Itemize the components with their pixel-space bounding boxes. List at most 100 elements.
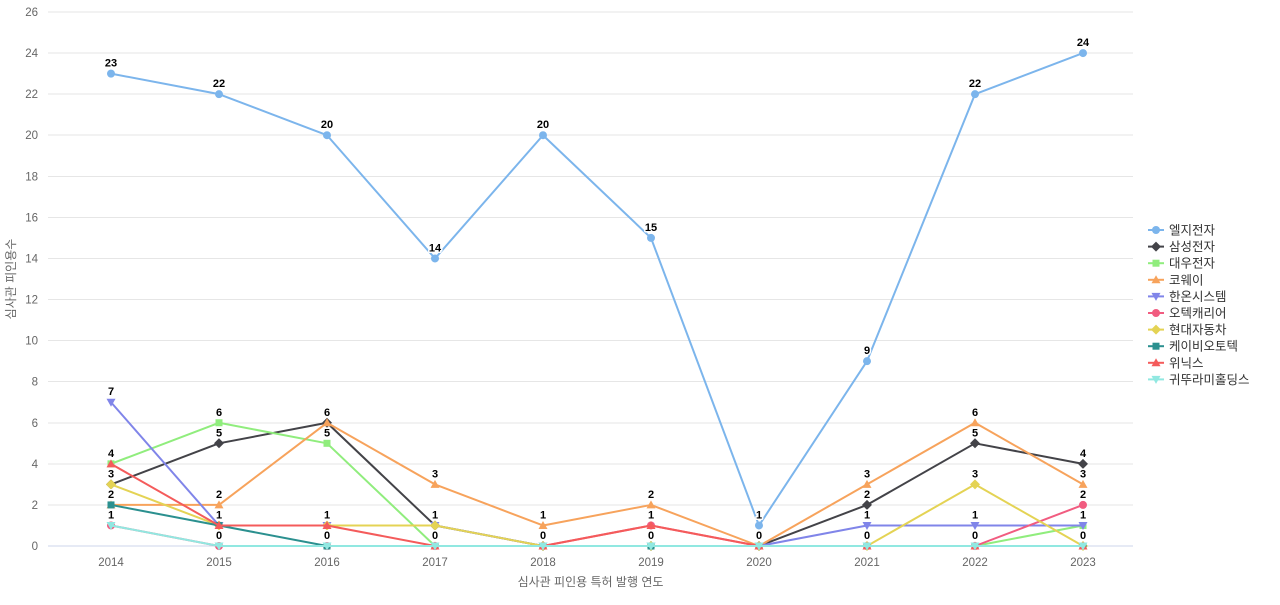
data-point-marker[interactable] [646,542,656,551]
y-tick-label: 12 [25,295,38,307]
legend-label[interactable]: 한온시스템 [1169,290,1227,304]
series-line[interactable] [110,524,1084,547]
legend-label[interactable]: 코웨이 [1169,273,1204,287]
data-point-marker[interactable] [538,542,548,551]
legend-marker-icon[interactable] [1152,226,1160,234]
x-tick-label: 2015 [206,557,232,569]
data-point-marker[interactable] [106,459,116,468]
data-point-marker[interactable] [431,254,439,263]
y-tick-label: 24 [25,48,38,60]
legend-marker-icon[interactable] [1151,375,1161,384]
legend-label[interactable]: 케이비오토텍 [1169,340,1238,354]
series-line[interactable] [110,421,1084,547]
data-point-marker[interactable] [1079,49,1087,58]
legend-item-오텍캐리어[interactable]: 오텍캐리어 [1148,307,1227,321]
legend-marker-icon[interactable] [1151,275,1161,284]
data-point-marker[interactable] [323,131,331,140]
legend-label[interactable]: 삼성전자 [1169,240,1216,254]
x-axis-title: 심사관 피인용 특허 발행 연도 [518,574,664,589]
data-point-marker[interactable] [647,233,655,242]
series-line[interactable] [110,421,1084,547]
data-point-marker[interactable] [214,438,224,449]
data-point-marker[interactable] [755,521,763,530]
data-point-marker[interactable] [539,131,547,140]
legend-marker-icon[interactable] [1152,309,1160,317]
data-label: 3 [972,468,978,480]
series-대우전자[interactable] [107,419,1087,550]
legend-item-한온시스템[interactable]: 한온시스템 [1148,290,1227,304]
data-point-marker[interactable] [862,499,872,510]
data-label: 0 [540,530,546,542]
data-point-marker[interactable] [863,357,871,366]
data-point-marker[interactable] [322,418,332,427]
data-point-marker[interactable] [646,520,656,529]
data-point-marker[interactable] [215,90,223,99]
data-point-marker[interactable] [430,520,440,531]
legend-marker-icon[interactable] [1152,342,1160,350]
data-point-marker[interactable] [215,419,223,427]
data-point-marker[interactable] [970,542,980,551]
legend-label[interactable]: 현대자동차 [1169,323,1227,337]
legend-item-코웨이[interactable]: 코웨이 [1148,273,1204,287]
series-한온시스템[interactable] [106,398,1088,551]
legend-label[interactable]: 위닉스 [1169,356,1204,370]
data-point-marker[interactable] [106,479,116,490]
data-label: 1 [864,509,870,521]
legend-label[interactable]: 오텍캐리어 [1169,307,1227,321]
data-point-marker[interactable] [1078,479,1088,488]
data-point-marker[interactable] [970,418,980,427]
series-엘지전자[interactable] [107,49,1087,530]
data-point-marker[interactable] [214,520,224,529]
data-label: 1 [972,509,978,521]
data-point-marker[interactable] [107,501,115,509]
data-point-marker[interactable] [214,500,224,509]
data-point-marker[interactable] [862,479,872,488]
data-point-marker[interactable] [970,479,980,490]
data-point-marker[interactable] [214,542,224,551]
data-point-marker[interactable] [971,90,979,99]
legend-item-케이비오토텍[interactable]: 케이비오토텍 [1148,340,1238,354]
legend-label[interactable]: 엘지전자 [1169,224,1216,238]
legend-item-엘지전자[interactable]: 엘지전자 [1148,224,1216,238]
data-label: 3 [1080,468,1086,480]
legend-label[interactable]: 대우전자 [1169,257,1216,271]
legend-marker-icon[interactable] [1151,292,1161,301]
legend-item-위닉스[interactable]: 위닉스 [1148,356,1204,370]
legend-marker-icon[interactable] [1152,259,1160,267]
legend-marker-icon[interactable] [1151,324,1161,335]
data-label: 1 [540,509,546,521]
data-point-marker[interactable] [322,542,332,551]
data-point-marker[interactable] [970,521,980,530]
data-point-marker[interactable] [430,479,440,488]
data-point-marker[interactable] [754,542,764,551]
legend-item-대우전자[interactable]: 대우전자 [1148,257,1216,271]
series-line[interactable] [110,401,1084,547]
data-point-marker[interactable] [862,521,872,530]
series-코웨이[interactable] [106,418,1088,550]
data-point-marker[interactable] [862,542,872,551]
data-point-marker[interactable] [970,438,980,449]
series-line[interactable] [110,52,1084,527]
legend-marker-icon[interactable] [1151,358,1161,367]
data-point-marker[interactable] [1078,521,1088,530]
data-point-marker[interactable] [106,521,116,530]
data-label: 2 [864,489,870,501]
series-귀뚜라미홀딩스[interactable] [106,521,1088,551]
series-line[interactable] [110,421,1084,547]
legend-item-삼성전자[interactable]: 삼성전자 [1148,240,1216,254]
legend-item-귀뚜라미홀딩스[interactable]: 귀뚜라미홀딩스 [1148,373,1250,387]
data-point-marker[interactable] [1078,542,1088,551]
data-point-marker[interactable] [322,520,332,529]
legend-label[interactable]: 귀뚜라미홀딩스 [1169,373,1250,387]
legend-marker-icon[interactable] [1151,241,1161,252]
data-point-marker[interactable] [646,500,656,509]
data-point-marker[interactable] [538,520,548,529]
data-point-marker[interactable] [323,439,331,447]
data-point-marker[interactable] [107,69,115,78]
data-point-marker[interactable] [106,398,116,407]
data-point-marker[interactable] [430,542,440,551]
data-point-marker[interactable] [1078,458,1088,469]
data-point-marker[interactable] [1079,500,1087,509]
data-label: 24 [1077,37,1090,49]
legend-item-현대자동차[interactable]: 현대자동차 [1148,323,1227,337]
